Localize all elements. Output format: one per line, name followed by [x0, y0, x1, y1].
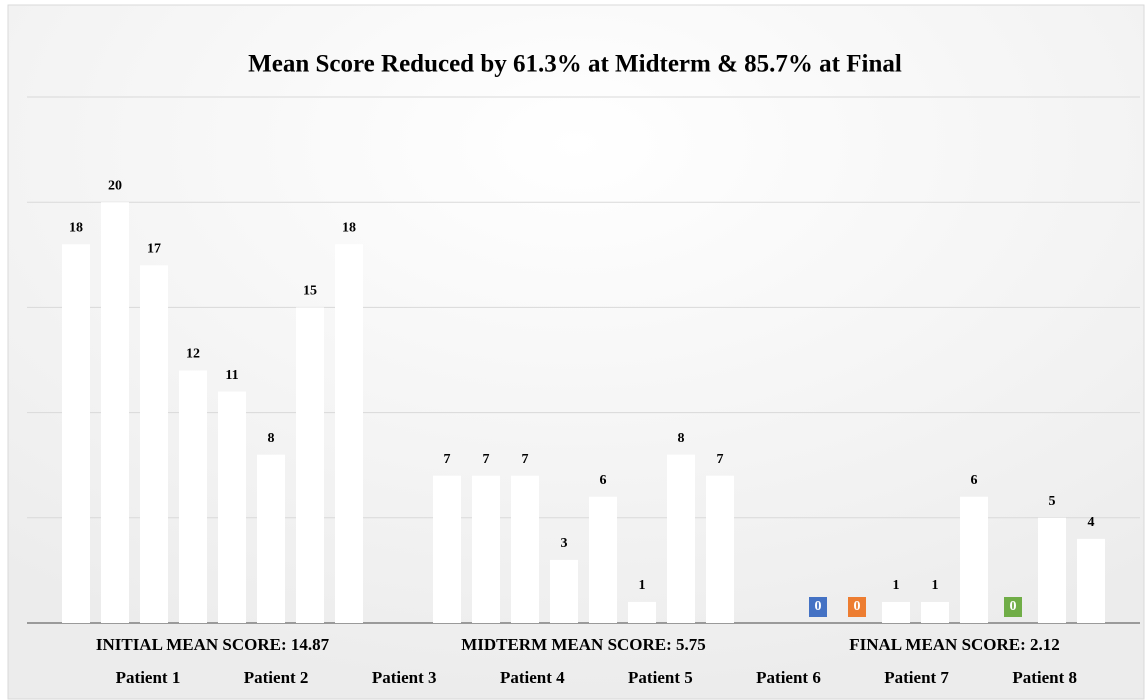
bar	[140, 265, 168, 623]
data-label: 7	[717, 452, 724, 467]
data-label: 7	[444, 452, 451, 467]
legend-entry: Patient 2	[244, 668, 309, 687]
bar	[1038, 517, 1066, 623]
data-label-box	[809, 597, 827, 617]
data-label: 12	[186, 347, 200, 362]
data-label: 6	[971, 473, 978, 488]
legend-entry: Patient 3	[372, 668, 437, 687]
bar	[511, 475, 539, 623]
bar	[472, 475, 500, 623]
x-tick-label: MIDTERM MEAN SCORE: 5.75	[461, 635, 706, 654]
bar	[296, 307, 324, 623]
legend-entry: Patient 6	[756, 668, 821, 687]
data-label-box	[848, 597, 866, 617]
data-label: 0	[1010, 599, 1017, 614]
bar	[921, 601, 949, 623]
data-label: 6	[600, 473, 607, 488]
data-label: 7	[483, 452, 490, 467]
data-label: 1	[893, 578, 900, 593]
chart-title: Mean Score Reduced by 61.3% at Midterm &…	[248, 51, 902, 78]
data-label: 18	[342, 220, 356, 235]
bar	[62, 244, 90, 623]
bar	[218, 391, 246, 623]
bar	[882, 601, 910, 623]
legend-entry: Patient 5	[628, 668, 693, 687]
data-label: 8	[678, 431, 685, 446]
legend-entry: Patient 7	[884, 668, 949, 687]
bar	[550, 559, 578, 623]
bar	[433, 475, 461, 623]
data-label: 11	[225, 368, 238, 383]
bar	[335, 244, 363, 623]
bar	[589, 496, 617, 623]
data-label: 5	[1049, 494, 1056, 509]
legend-entry: Patient 1	[116, 668, 181, 687]
legend-entry: Patient 8	[1012, 668, 1077, 687]
bar	[667, 454, 695, 623]
data-label: 8	[268, 431, 275, 446]
data-label: 1	[932, 578, 939, 593]
data-label: 1	[639, 578, 646, 593]
x-tick-label: INITIAL MEAN SCORE: 14.87	[96, 635, 330, 654]
data-label: 17	[147, 242, 161, 257]
data-label: 7	[522, 452, 529, 467]
data-label: 20	[108, 178, 122, 193]
bar	[706, 475, 734, 623]
data-label: 0	[815, 599, 822, 614]
x-tick-label: FINAL MEAN SCORE: 2.12	[849, 635, 1060, 654]
data-label-box	[1004, 597, 1022, 617]
data-label: 3	[561, 536, 568, 551]
bar	[960, 496, 988, 623]
bar	[101, 202, 129, 623]
bar	[628, 601, 656, 623]
data-label: 4	[1088, 515, 1095, 530]
data-label: 0	[854, 599, 861, 614]
bar	[1077, 538, 1105, 623]
legend-entry: Patient 4	[500, 668, 565, 687]
bar	[257, 454, 285, 623]
data-label: 15	[303, 284, 317, 299]
data-label: 18	[69, 220, 83, 235]
bar	[179, 370, 207, 623]
